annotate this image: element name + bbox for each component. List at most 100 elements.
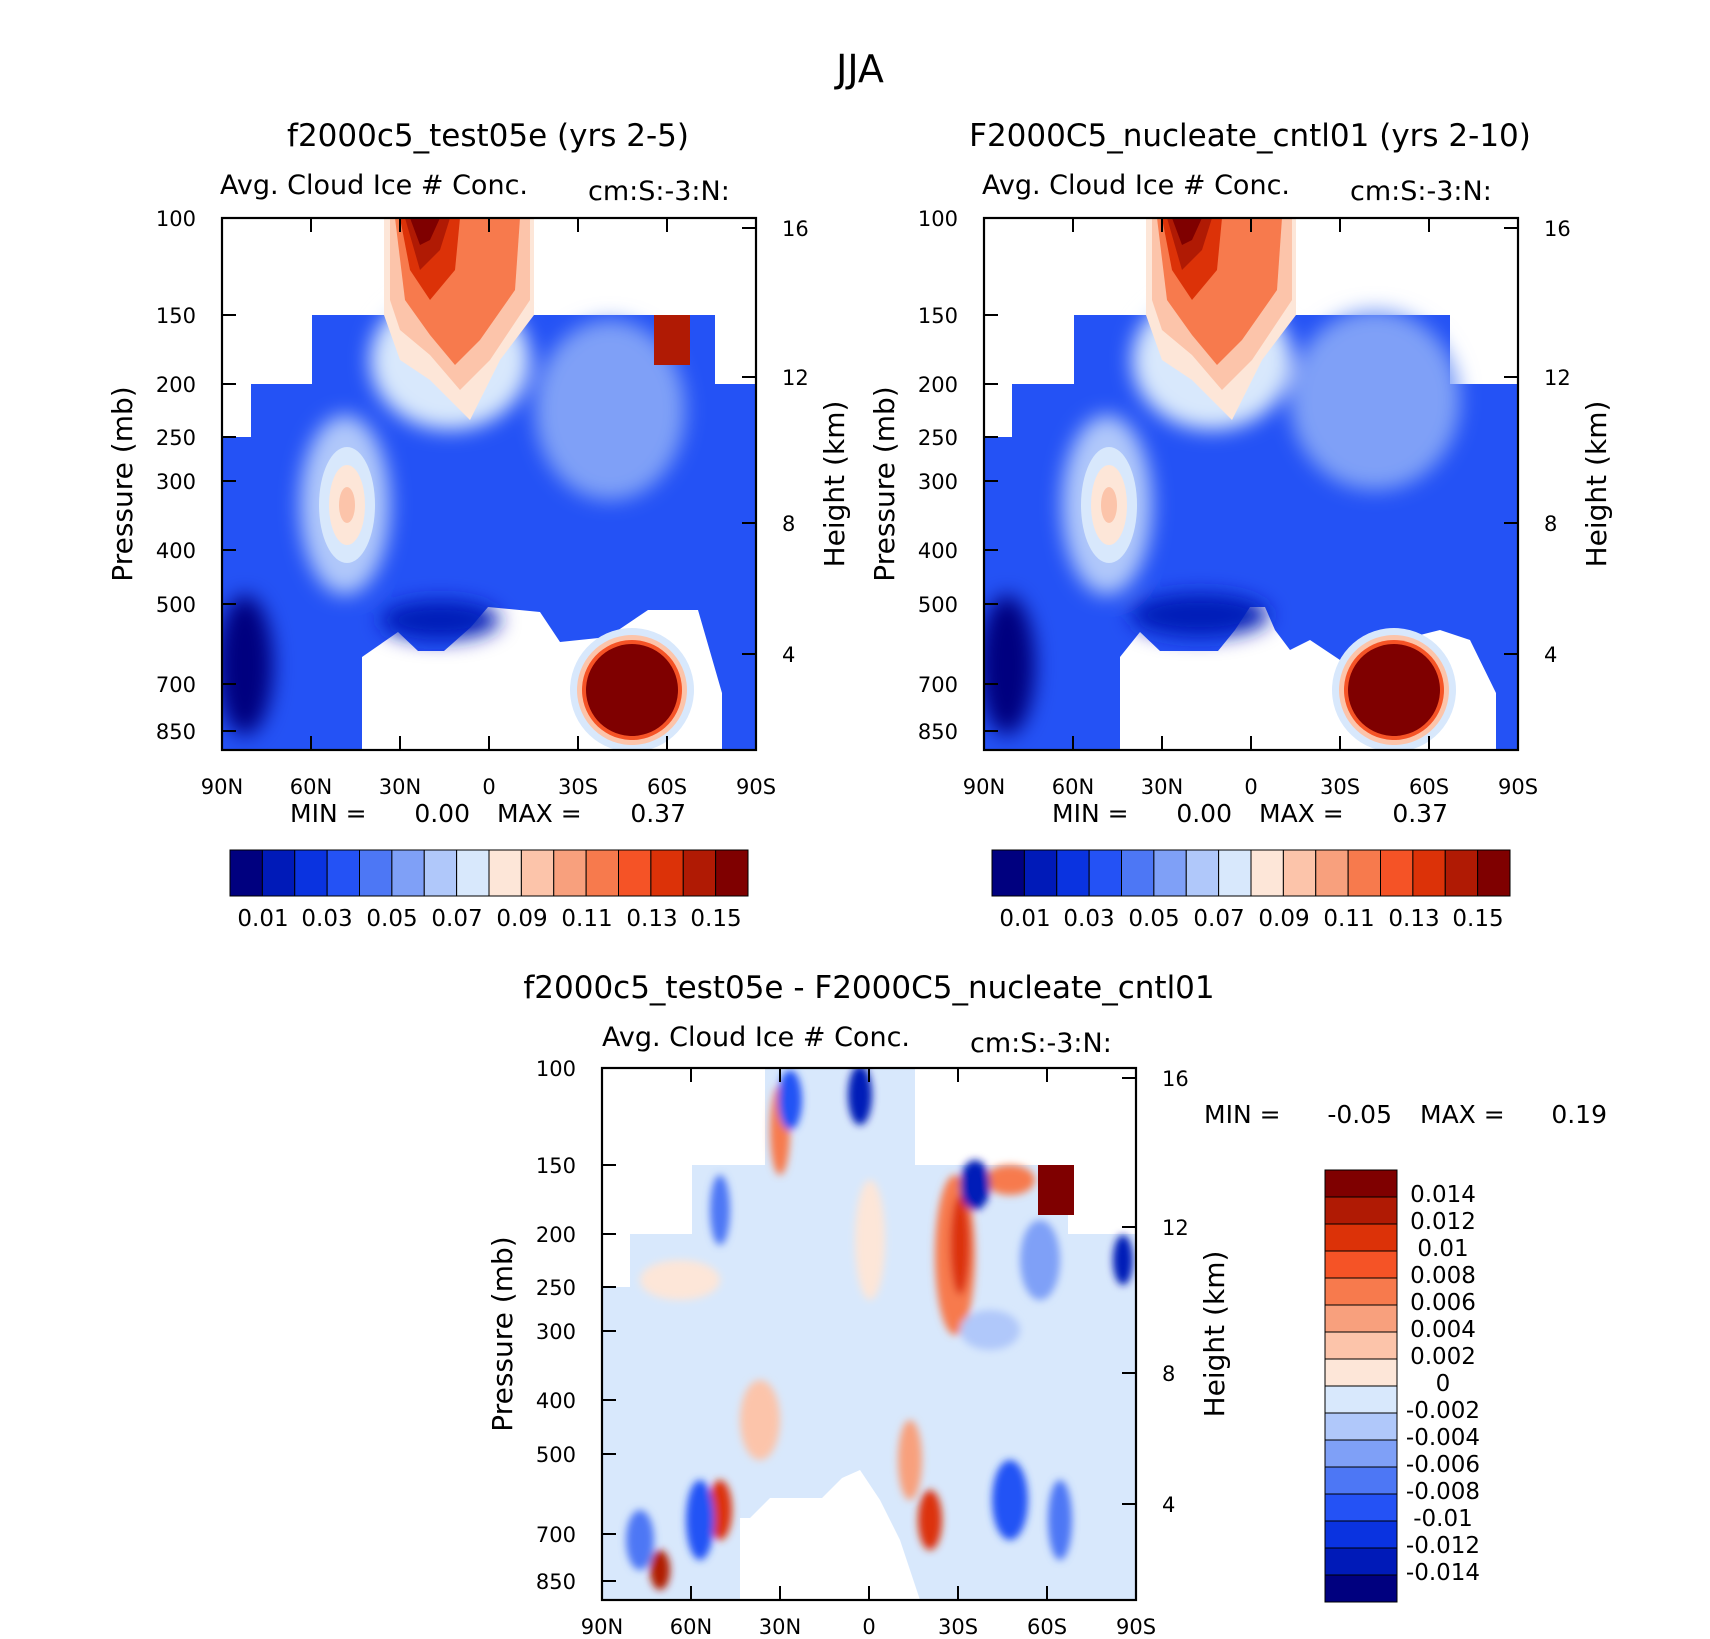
colorbar-label: -0.002 bbox=[1406, 1398, 1480, 1424]
x-tick-label: 90S bbox=[736, 775, 776, 799]
colorbar-swatch bbox=[650, 849, 684, 897]
variable-label: Avg. Cloud Ice # Conc. bbox=[602, 1022, 910, 1053]
colorbar-labels: 0.01 0.03 0.05 0.07 0.09 0.11 0.13 0.15 bbox=[237, 906, 741, 932]
colorbar-swatch bbox=[682, 849, 717, 897]
y2-axis-label: Height (km) bbox=[818, 401, 851, 568]
x-tick-labels: 90N 60N 30N 0 30S 60S 90S bbox=[963, 775, 1538, 799]
y-tick-label: 100 bbox=[536, 1057, 576, 1081]
x-tick-label: 90N bbox=[581, 1615, 623, 1639]
colorbar-label: 0 bbox=[1436, 1371, 1451, 1397]
colorbar-label: 0.05 bbox=[1128, 906, 1179, 932]
x-ticks bbox=[221, 218, 757, 750]
x-tick-label: 60N bbox=[290, 775, 332, 799]
panel-title: f2000c5_test05e (yrs 2-5) bbox=[287, 118, 689, 154]
y-tick-label: 850 bbox=[156, 720, 196, 744]
colorbar-swatch bbox=[326, 849, 361, 897]
colorbar-swatch bbox=[1324, 1385, 1398, 1414]
x-ticks bbox=[601, 1068, 1137, 1600]
blob-pos bbox=[898, 1420, 922, 1500]
colorbar-swatch bbox=[1185, 849, 1220, 897]
max-value: 0.37 bbox=[630, 799, 686, 828]
colorbar-swatch bbox=[1324, 1223, 1398, 1252]
y-tick-labels: 100 150 200 250 300 400 500 700 850 bbox=[918, 207, 958, 744]
panel-title: f2000c5_test05e - F2000C5_nucleate_cntl0… bbox=[523, 970, 1214, 1006]
colorbar bbox=[229, 849, 749, 897]
y2-tick-label: 4 bbox=[782, 643, 795, 667]
field-shading bbox=[984, 218, 1518, 750]
x-tick-label: 60S bbox=[1409, 775, 1449, 799]
colorbar-swatch bbox=[1056, 849, 1090, 897]
colorbar-label: 0.07 bbox=[431, 906, 482, 932]
colorbar-label: 0.014 bbox=[1410, 1182, 1476, 1208]
colorbar-swatch bbox=[359, 849, 393, 897]
colorbar-swatch bbox=[1023, 849, 1058, 897]
colorbar-swatch bbox=[1324, 1331, 1398, 1360]
y-tick-label: 700 bbox=[156, 673, 196, 697]
cirrus-core-inner bbox=[339, 487, 355, 523]
blob-deep-left bbox=[984, 595, 1035, 735]
blob-neg bbox=[710, 1175, 730, 1245]
colorbar-swatch bbox=[1380, 849, 1414, 897]
colorbar-label: -0.006 bbox=[1406, 1452, 1480, 1478]
upper-right-plume bbox=[654, 315, 690, 365]
y2-tick-labels: 16 12 8 4 bbox=[782, 217, 809, 667]
y2-tick-label: 8 bbox=[1544, 512, 1557, 536]
colorbar-label: 0.01 bbox=[999, 906, 1050, 932]
colorbar-label: 0.004 bbox=[1410, 1317, 1476, 1343]
blob-pos bbox=[740, 1380, 780, 1460]
colorbar-label: 0.01 bbox=[1417, 1236, 1468, 1262]
y2-axis-label: Height (km) bbox=[1580, 401, 1613, 568]
y2-tick-label: 12 bbox=[1544, 366, 1571, 390]
blob-pos bbox=[855, 1180, 885, 1300]
variable-label: Avg. Cloud Ice # Conc. bbox=[982, 170, 1290, 201]
y-tick-label: 250 bbox=[536, 1276, 576, 1300]
southern-low-level-max bbox=[1332, 628, 1456, 750]
colorbar-label: 0.13 bbox=[1388, 906, 1439, 932]
y-ticks-left bbox=[602, 1067, 616, 1582]
colorbar-swatch bbox=[1412, 849, 1446, 897]
x-tick-label: 30N bbox=[379, 775, 421, 799]
y2-tick-label: 16 bbox=[1544, 217, 1571, 241]
colorbar-swatch bbox=[1324, 1520, 1398, 1549]
y-tick-label: 850 bbox=[536, 1570, 576, 1594]
y-tick-label: 250 bbox=[156, 426, 196, 450]
colorbar-swatch bbox=[229, 849, 263, 897]
blob-light-right bbox=[1290, 310, 1460, 490]
panel-test05e: f2000c5_test05e (yrs 2-5) Avg. Cloud Ice… bbox=[106, 118, 851, 932]
colorbar-swatch bbox=[553, 849, 587, 897]
colorbar-swatch bbox=[618, 849, 652, 897]
colorbar-swatch bbox=[1324, 1493, 1398, 1522]
y2-tick-labels: 16 12 8 4 bbox=[1544, 217, 1571, 667]
colorbar-swatch bbox=[1324, 1574, 1398, 1603]
x-tick-label: 60N bbox=[670, 1615, 712, 1639]
colorbar-swatch bbox=[488, 849, 522, 897]
colorbar-swatch bbox=[261, 849, 296, 897]
y-ticks-left bbox=[984, 217, 998, 732]
colorbar-swatch bbox=[715, 849, 749, 897]
y2-tick-labels: 16 12 8 4 bbox=[1162, 1067, 1189, 1517]
min-label: MIN = bbox=[290, 799, 367, 828]
panel-title: F2000C5_nucleate_cntl01 (yrs 2-10) bbox=[969, 118, 1531, 154]
colorbar-swatch bbox=[1324, 1304, 1398, 1333]
x-tick-label: 90S bbox=[1116, 1615, 1156, 1639]
colorbar-swatch bbox=[520, 849, 555, 897]
blob-pos bbox=[950, 1195, 970, 1295]
x-tick-label: 60S bbox=[1027, 1615, 1067, 1639]
min-max-readout: MIN = -0.05 MAX = 0.19 bbox=[1204, 1100, 1607, 1129]
blob-neg bbox=[1113, 1235, 1133, 1285]
blob-neg bbox=[778, 1070, 802, 1130]
y-tick-label: 300 bbox=[536, 1320, 576, 1344]
y-tick-label: 400 bbox=[156, 539, 196, 563]
x-tick-label: 30N bbox=[759, 1615, 801, 1639]
colorbar-label: -0.014 bbox=[1406, 1560, 1480, 1586]
colorbar-swatch bbox=[456, 849, 490, 897]
cirrus-core-inner bbox=[1101, 487, 1117, 523]
southern-low-level-max bbox=[570, 628, 694, 750]
y-axis-label: Pressure (mb) bbox=[868, 386, 901, 581]
y-tick-label: 700 bbox=[536, 1523, 576, 1547]
y-ticks-right bbox=[1122, 1077, 1136, 1505]
colorbar-label: 0.03 bbox=[301, 906, 352, 932]
blob-pos bbox=[985, 1165, 1035, 1195]
upper-right-positive bbox=[1038, 1165, 1074, 1215]
